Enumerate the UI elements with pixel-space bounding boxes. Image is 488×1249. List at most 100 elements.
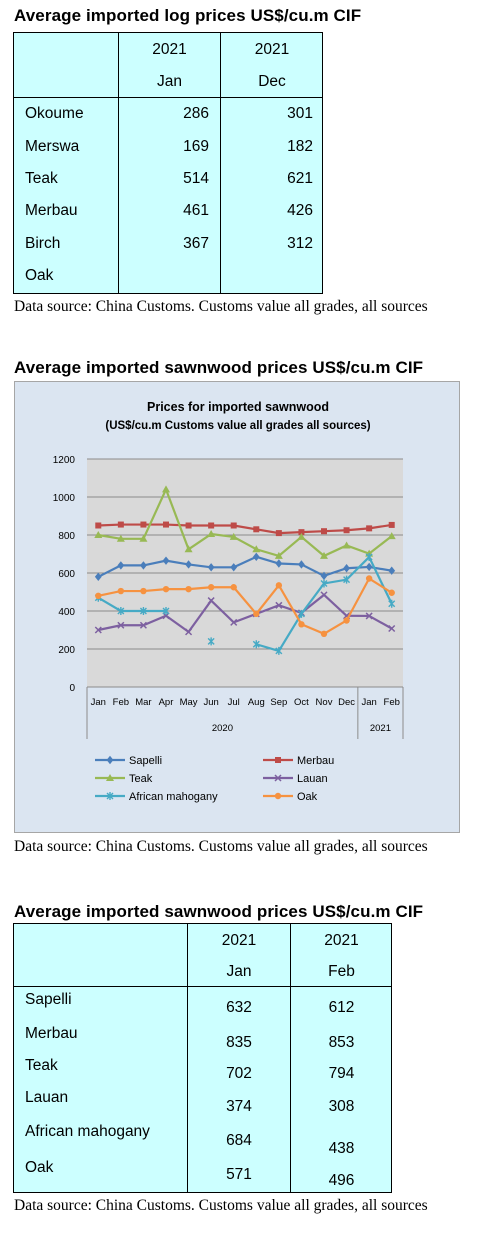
- log-table-heading: Average imported log prices US$/cu.m CIF: [14, 6, 362, 25]
- data-point: [297, 609, 305, 618]
- table-row-label: Sapelli: [25, 991, 72, 1008]
- data-point: [106, 792, 114, 800]
- table-cell: 312: [287, 235, 313, 252]
- data-point: [321, 528, 327, 535]
- table-cell: 621: [287, 170, 313, 187]
- table-cell: 461: [183, 202, 209, 219]
- data-point: [388, 589, 395, 596]
- table-cell: 571: [226, 1166, 252, 1183]
- data-point: [163, 521, 169, 528]
- table-row-label: Merbau: [25, 1025, 78, 1042]
- data-point: [139, 621, 147, 629]
- x-tick-label: Jan: [91, 697, 106, 708]
- data-point: [320, 591, 328, 599]
- x-tick-label: May: [180, 697, 198, 708]
- table-row-label: Oak: [25, 1159, 54, 1176]
- log-col2-month: Dec: [258, 73, 286, 90]
- x-tick-label: Apr: [159, 697, 174, 708]
- table-row-label: Oak: [25, 267, 54, 284]
- data-point: [185, 522, 192, 529]
- sawnwood-price-chart: Prices for imported sawnwood (US$/cu.m C…: [14, 381, 460, 833]
- data-point: [162, 485, 170, 493]
- data-point: [388, 624, 396, 633]
- data-point: [139, 534, 148, 542]
- chart-subtitle: (US$/cu.m Customs value all grades all s…: [105, 420, 370, 432]
- table-cell: 514: [183, 170, 209, 187]
- data-point: [343, 575, 351, 584]
- data-point: [320, 579, 328, 588]
- data-point: [162, 607, 170, 615]
- series-line: [97, 596, 166, 613]
- x-tick-label: Dec: [338, 697, 355, 708]
- data-point: [343, 527, 350, 534]
- y-tick-label: 600: [58, 569, 75, 580]
- chart-section-heading: Average imported sawnwood prices US$/cu.…: [14, 358, 424, 377]
- sawn-price-table: 2021 Jan 2021 Feb Sapelli 632 612 Merbau…: [13, 923, 392, 1193]
- legend-label: Teak: [129, 773, 153, 785]
- data-point: [275, 559, 283, 568]
- table-cell: 169: [183, 138, 209, 155]
- y-tick-label: 0: [69, 683, 75, 694]
- data-point: [388, 566, 396, 575]
- data-point: [230, 618, 238, 626]
- x-tick-label: Sep: [270, 697, 287, 708]
- x-tick-label: Aug: [248, 697, 265, 708]
- x-group-label: 2020: [212, 723, 233, 734]
- data-point: [253, 610, 260, 618]
- x-tick-label: Feb: [113, 697, 129, 708]
- table-cell: 612: [328, 999, 355, 1016]
- data-point: [140, 521, 147, 528]
- x-group-label: 2021: [370, 723, 391, 734]
- data-point: [275, 646, 283, 655]
- table-row-label: Merswa: [25, 138, 80, 155]
- sawn-col1-month: Jan: [226, 963, 252, 980]
- table-row-label: Merbau: [25, 202, 78, 219]
- table-cell: 702: [226, 1065, 252, 1082]
- data-point: [184, 545, 193, 553]
- log-col2-year: 2021: [254, 41, 290, 58]
- data-point: [275, 530, 282, 537]
- y-tick-label: 800: [58, 531, 75, 542]
- data-point: [116, 534, 125, 542]
- data-point: [140, 587, 147, 595]
- data-point: [117, 607, 125, 615]
- data-point: [320, 630, 328, 637]
- data-point: [95, 592, 102, 599]
- y-tick-label: 400: [58, 607, 75, 618]
- legend-label: African mahogany: [129, 791, 218, 803]
- data-point: [95, 522, 102, 529]
- data-point: [275, 757, 281, 763]
- data-point: [117, 587, 125, 595]
- sawn-col2-month: Feb: [328, 963, 355, 980]
- data-point: [207, 597, 215, 605]
- table-cell: 308: [328, 1098, 355, 1115]
- data-point: [275, 582, 283, 589]
- series-line: [98, 576, 393, 636]
- legend-label: Oak: [297, 791, 318, 803]
- data-point: [298, 621, 305, 628]
- table-row-label: Lauan: [25, 1089, 69, 1106]
- chart-title: Prices for imported sawnwood: [147, 400, 329, 414]
- x-tick-label: Jul: [228, 697, 240, 708]
- legend-label: Merbau: [297, 755, 334, 767]
- data-point: [274, 774, 282, 782]
- chart-svg: Prices for imported sawnwood (US$/cu.m C…: [53, 400, 404, 803]
- x-tick-label: Feb: [384, 697, 400, 708]
- data-point: [94, 531, 103, 538]
- x-tick-label: Jan: [361, 697, 376, 708]
- table-cell: 496: [328, 1172, 355, 1189]
- data-point: [207, 584, 215, 591]
- data-point: [253, 526, 260, 533]
- chart-data-source: Data source: China Customs. Customs valu…: [14, 838, 428, 855]
- data-point: [365, 575, 373, 582]
- sawn-table-heading: Average imported sawnwood prices US$/cu.…: [14, 902, 424, 921]
- data-point: [230, 522, 237, 529]
- table-row-label: Birch: [25, 235, 61, 252]
- sawn-data-source: Data source: China Customs. Customs valu…: [14, 1197, 428, 1214]
- y-tick-label: 200: [58, 645, 75, 656]
- data-point: [298, 529, 305, 536]
- table-cell: 286: [183, 105, 209, 122]
- sawn-col1-year: 2021: [221, 932, 257, 949]
- series-line: [98, 486, 393, 558]
- data-point: [117, 621, 125, 629]
